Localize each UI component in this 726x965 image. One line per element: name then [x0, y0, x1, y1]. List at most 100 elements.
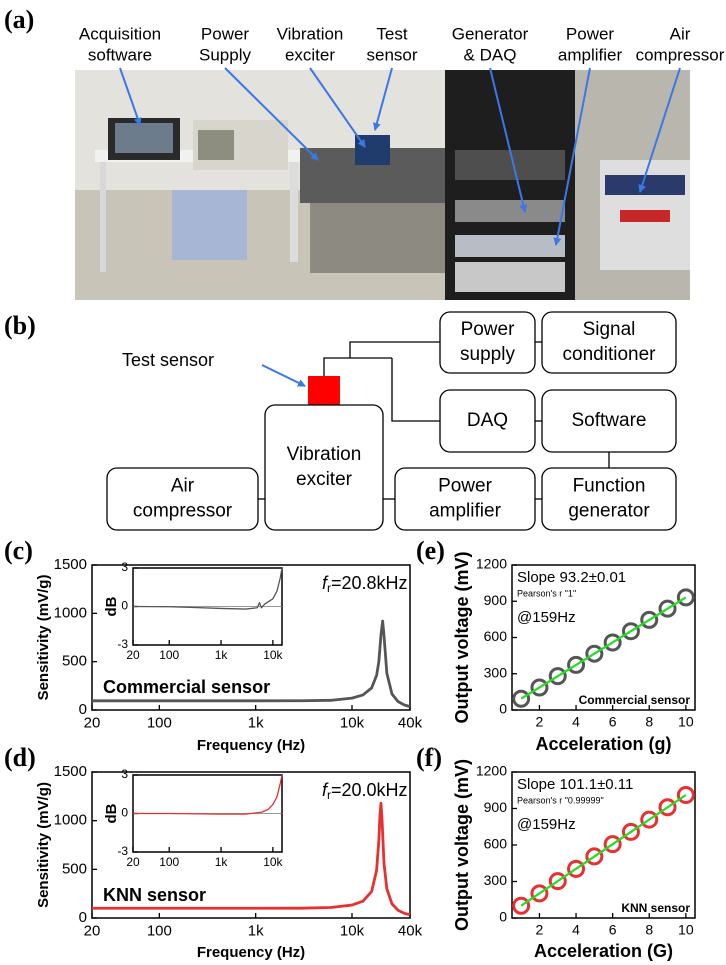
- y-axis-label: Sensitivity (mV/g): [35, 575, 52, 701]
- node-label: generator: [568, 501, 650, 522]
- point: [658, 798, 677, 817]
- point: [548, 872, 567, 891]
- sensor-block: [308, 376, 340, 408]
- x-tick-label: 100: [147, 714, 172, 731]
- frequency-label: @159Hz: [517, 609, 576, 626]
- y-tick-label: 0: [121, 806, 128, 820]
- diagram-connectors: Test sensor: [122, 341, 610, 500]
- pearson-label: Pearson's r "1": [517, 588, 576, 598]
- point: [548, 667, 567, 686]
- point: [567, 859, 586, 878]
- y-tick-label: 1200: [476, 763, 507, 779]
- point: [585, 847, 604, 866]
- resonance-symbol: f: [322, 780, 329, 800]
- panel-label: (b): [4, 311, 36, 340]
- x-tick-label: 40k: [398, 922, 423, 939]
- point: [512, 689, 531, 708]
- x-tick-label: 100: [147, 922, 172, 939]
- photo-arrow: [638, 67, 681, 193]
- photo-label: Power: [566, 24, 615, 43]
- node-label: Software: [572, 410, 647, 431]
- resonance-label: fr=20.8kHz: [322, 573, 408, 595]
- point: [640, 610, 659, 629]
- sensor-label: KNN sensor: [103, 885, 206, 905]
- x-tick-label: 1k: [248, 714, 264, 731]
- resonance-value: =20.0kHz: [331, 780, 408, 800]
- node-label: supply: [460, 344, 515, 365]
- x-tick-label: 1k: [215, 648, 229, 662]
- photo-label: amplifier: [558, 45, 623, 64]
- photo-arrow: [224, 67, 319, 161]
- panel-label: (f): [416, 743, 442, 772]
- photo-label: Air: [670, 24, 691, 43]
- y-tick-label: 1500: [54, 763, 87, 780]
- y-axis-label: Output voltage (mV): [452, 759, 472, 931]
- pearson-label: Pearson's r "0.99999": [517, 795, 604, 805]
- series-line: [133, 774, 283, 815]
- plot-frame: [511, 564, 696, 711]
- y-tick-label: 300: [484, 664, 508, 680]
- point: [585, 644, 604, 663]
- photo-label: compressor: [636, 45, 725, 64]
- plot-frame: [511, 771, 696, 919]
- x-tick-label: 10k: [263, 648, 283, 662]
- x-tick-label: 6: [609, 713, 617, 729]
- x-tick-label: 10k: [263, 855, 283, 869]
- x-tick-label: 10: [678, 921, 694, 937]
- point: [530, 884, 549, 903]
- point: [658, 599, 677, 618]
- x-tick-label: 100: [159, 648, 179, 662]
- y-tick-label: 1000: [54, 812, 87, 829]
- node-label: exciter: [296, 469, 353, 490]
- photo-label: sensor: [366, 45, 417, 64]
- diagram-node: [541, 467, 677, 531]
- fit-line: [520, 596, 687, 700]
- photo-arrow: [489, 67, 528, 213]
- y-tick-label: -3: [117, 844, 128, 858]
- point: [603, 835, 622, 854]
- diagram-node: [439, 311, 536, 374]
- y-tick-label: 0: [79, 909, 87, 926]
- x-tick-label: 20: [126, 648, 140, 662]
- y-tick-label: 600: [484, 836, 508, 852]
- y-tick-label: 1000: [54, 604, 87, 621]
- photo-label: Generator: [452, 24, 529, 43]
- y-tick-label: 0: [499, 909, 507, 925]
- x-axis-label: Frequency (Hz): [197, 737, 305, 754]
- node-label: Function: [573, 476, 646, 497]
- node-label: compressor: [133, 501, 233, 522]
- point: [603, 633, 622, 652]
- node-label: Power: [461, 319, 516, 340]
- x-axis-label: Acceleration (G): [534, 941, 673, 961]
- photo-arrow: [372, 67, 393, 131]
- x-tick-label: 4: [572, 713, 580, 729]
- x-tick-label: 1k: [248, 922, 264, 939]
- node-label: DAQ: [467, 410, 508, 431]
- photo-label: Acquisition: [79, 24, 161, 43]
- diagram-node: [394, 467, 536, 531]
- panel-label: (c): [4, 536, 33, 565]
- x-tick-label: 8: [645, 921, 653, 937]
- diagram-node: [106, 467, 259, 531]
- y-tick-label: 3: [121, 767, 128, 781]
- node-label: Vibration: [287, 444, 362, 465]
- y-axis-label: dB: [103, 803, 120, 823]
- point: [640, 810, 659, 829]
- x-tick-label: 2: [536, 713, 544, 729]
- point: [676, 588, 695, 607]
- y-tick-label: 600: [484, 628, 508, 644]
- y-tick-label: 900: [484, 799, 508, 815]
- resonance-label: fr=20.0kHz: [322, 780, 408, 802]
- photo: [75, 70, 690, 300]
- y-axis-label: dB: [103, 596, 120, 616]
- x-tick-label: 6: [609, 921, 617, 937]
- photo-arrow: [553, 67, 591, 246]
- node-label: conditioner: [563, 344, 657, 365]
- diagram-node: [439, 389, 536, 453]
- fit-line: [520, 794, 687, 907]
- series-line: [92, 619, 411, 708]
- x-tick-label: 20: [84, 922, 101, 939]
- x-tick-label: 8: [645, 713, 653, 729]
- y-axis-label: Sensitivity (mV/g): [35, 782, 52, 908]
